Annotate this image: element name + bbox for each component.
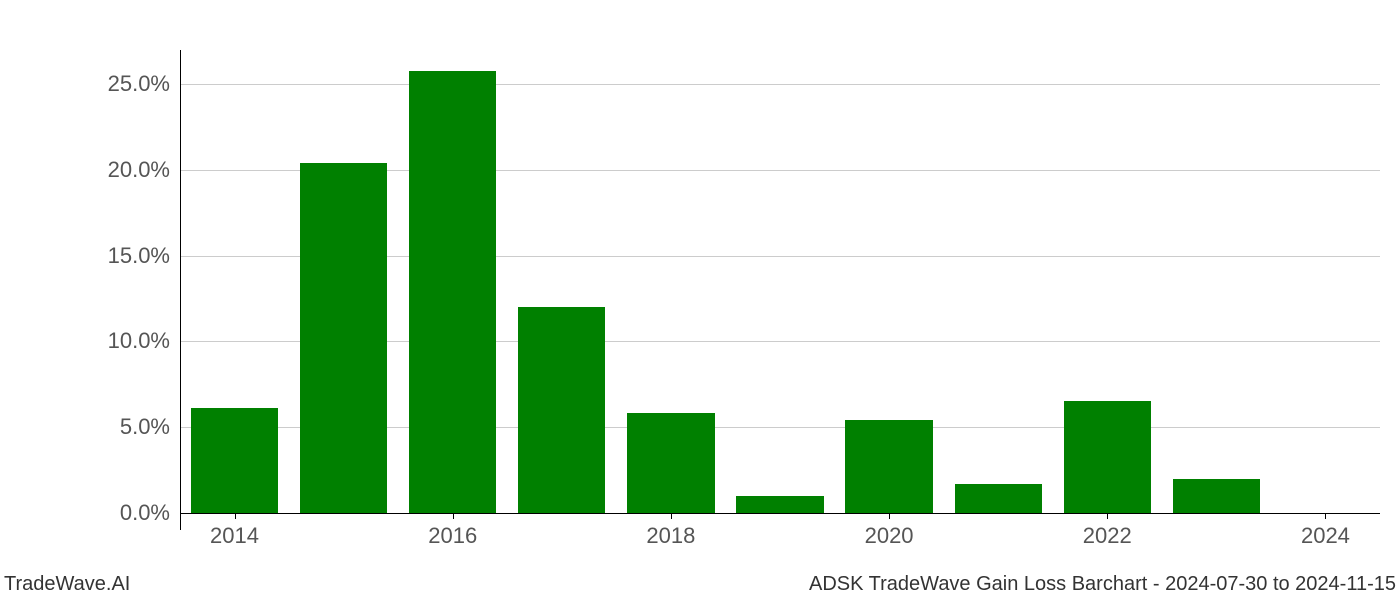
footer-left-text: TradeWave.AI: [4, 573, 130, 596]
bar: [300, 163, 387, 513]
x-tick-mark: [1325, 513, 1326, 519]
bar: [409, 71, 496, 513]
chart-container: 0.0% 5.0% 10.0% 15.0% 20.0% 25.0% 2014 2016 2018…: [0, 0, 1400, 600]
chart-plot-area: 0.0%5.0%10.0%15.0%20.0%25.0%201420162018…: [180, 50, 1380, 530]
y-tick-label: 10.0%: [80, 328, 170, 354]
bar: [627, 413, 714, 512]
x-tick-label: 2020: [849, 523, 929, 549]
y-tick-label: 15.0%: [80, 243, 170, 269]
x-tick-mark: [453, 513, 454, 519]
grid-line: [180, 84, 1380, 85]
x-tick-mark: [1107, 513, 1108, 519]
bar: [845, 420, 932, 513]
x-tick-label: 2024: [1285, 523, 1365, 549]
bar: [191, 408, 278, 513]
x-tick-mark: [235, 513, 236, 519]
bar: [736, 496, 823, 513]
y-tick-label: 20.0%: [80, 157, 170, 183]
x-axis-line: [180, 513, 1380, 514]
x-tick-label: 2018: [631, 523, 711, 549]
x-tick-label: 2022: [1067, 523, 1147, 549]
y-tick-label: 5.0%: [80, 414, 170, 440]
bar: [518, 307, 605, 513]
y-tick-label: 25.0%: [80, 71, 170, 97]
y-axis-line: [180, 50, 181, 530]
x-tick-mark: [671, 513, 672, 519]
y-tick-label: 0.0%: [80, 500, 170, 526]
x-tick-label: 2016: [413, 523, 493, 549]
footer-right-text: ADSK TradeWave Gain Loss Barchart - 2024…: [809, 573, 1396, 596]
bar: [955, 484, 1042, 513]
x-tick-label: 2014: [195, 523, 275, 549]
bar: [1173, 479, 1260, 513]
bar: [1064, 401, 1151, 512]
x-tick-mark: [889, 513, 890, 519]
